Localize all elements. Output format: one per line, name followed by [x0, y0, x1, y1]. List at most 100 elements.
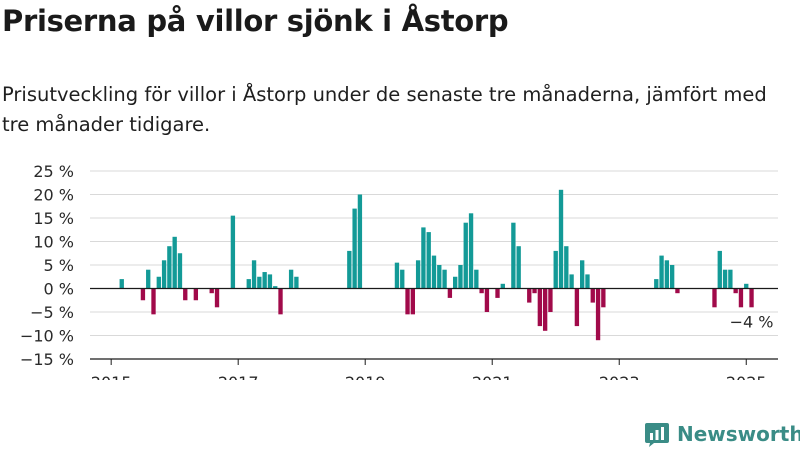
bar-negative [410, 288, 415, 315]
bar-negative [183, 288, 188, 301]
bar-positive [463, 222, 468, 289]
bar-negative [548, 288, 553, 312]
bar-positive [262, 272, 267, 289]
y-tick-label: −15 % [20, 350, 74, 369]
bar-positive [167, 246, 172, 289]
bar-negative [675, 288, 680, 294]
y-tick-label: 10 % [33, 233, 74, 252]
chart-title: Priserna på villor sjönk i Åstorp [2, 4, 509, 38]
bar-positive [246, 279, 251, 289]
x-tick-label: 2015 [91, 373, 132, 380]
bar-positive [294, 276, 299, 289]
bar-positive [442, 269, 447, 289]
bar-negative [140, 288, 146, 301]
x-tick-label: 2021 [472, 373, 513, 380]
bar-negative [712, 288, 717, 308]
gridlines [90, 170, 778, 360]
bar-positive [288, 269, 294, 289]
bar-negative [495, 288, 500, 298]
bar-positive [453, 276, 458, 289]
bar-positive [654, 279, 659, 289]
bar-positive [347, 250, 352, 289]
bar-positive [251, 260, 257, 289]
annotations: −4 % [730, 313, 774, 332]
bar-positive [394, 262, 400, 289]
latest-value-label: −4 % [730, 313, 774, 332]
bar-positive [569, 274, 574, 289]
bar-positive [564, 246, 569, 289]
bar-positive [669, 265, 675, 289]
bar-positive [511, 222, 516, 289]
bar-positive [468, 213, 474, 289]
bar-chart-logo-icon [645, 423, 669, 447]
bar-negative [209, 288, 214, 294]
bars [119, 189, 754, 341]
bar-positive [717, 250, 722, 289]
bar-negative [601, 288, 606, 308]
x-tick-label: 2023 [599, 373, 640, 380]
x-tick-label: 2017 [218, 373, 259, 380]
bar-positive [267, 274, 273, 289]
bar-negative [278, 288, 283, 315]
bar-positive [585, 274, 590, 289]
bar-positive [177, 253, 183, 289]
bar-positive [352, 208, 357, 289]
bar-negative [733, 288, 738, 294]
bar-positive [156, 276, 161, 289]
bar-negative [590, 288, 595, 303]
bar-positive [161, 260, 167, 289]
bar-positive [474, 269, 479, 289]
bar-negative [151, 288, 156, 315]
bar-positive [230, 215, 236, 289]
y-axis-labels: −15 % −10 % −5 % 0 % 5 % 10 % 15 % 20 % 25 % [20, 162, 74, 369]
bar-positive [400, 269, 405, 289]
bar-positive [664, 260, 670, 289]
x-axis-labels: 2015 2017 2019 2021 2023 2025 [91, 359, 767, 380]
bar-positive [558, 189, 564, 289]
bar-negative [214, 288, 220, 308]
bar-positive [357, 194, 363, 289]
bar-positive [516, 246, 521, 289]
bar-negative [537, 288, 543, 327]
bar-negative [447, 288, 453, 298]
bar-negative [193, 288, 199, 301]
bar-positive [119, 279, 124, 289]
bar-positive [146, 269, 151, 289]
bar-positive [580, 260, 585, 289]
bar-positive [426, 232, 431, 289]
y-tick-label: −5 % [30, 303, 74, 322]
bar-positive [553, 250, 558, 289]
bar-negative [484, 288, 490, 312]
bar-positive [172, 236, 177, 289]
axes [90, 287, 778, 360]
y-tick-label: −10 % [20, 327, 74, 346]
bar-positive [458, 265, 463, 289]
bar-negative [405, 288, 410, 315]
bar-positive [659, 255, 664, 289]
y-tick-label: 5 % [44, 256, 74, 275]
bar-negative [738, 288, 744, 308]
y-tick-label: 15 % [33, 209, 74, 228]
bar-negative [532, 288, 537, 294]
chart-subtitle: Prisutveckling för villor i Åstorp under… [2, 83, 767, 136]
x-tick-label: 2019 [345, 373, 386, 380]
bar-positive [728, 269, 733, 289]
bar-positive [273, 286, 278, 289]
bar-negative [479, 288, 484, 294]
bar-chart: −15 % −10 % −5 % 0 % 5 % 10 % 15 % 20 % 25 % 201… [20, 162, 778, 380]
y-tick-label: 0 % [44, 280, 74, 299]
bar-positive [421, 227, 426, 289]
bar-negative [595, 288, 601, 341]
x-tick-label: 2025 [726, 373, 767, 380]
y-tick-label: 25 % [33, 162, 74, 181]
bar-negative [574, 288, 580, 327]
bar-positive [415, 260, 421, 289]
bar-positive [744, 283, 749, 289]
bar-positive [257, 276, 262, 289]
bar-positive [437, 265, 442, 289]
y-tick-label: 20 % [33, 186, 74, 205]
bar-positive [722, 269, 728, 289]
brand-name: Newsworthy [677, 422, 800, 446]
newsworthy-logo: Newsworthy [644, 420, 800, 448]
bar-positive [431, 255, 437, 289]
